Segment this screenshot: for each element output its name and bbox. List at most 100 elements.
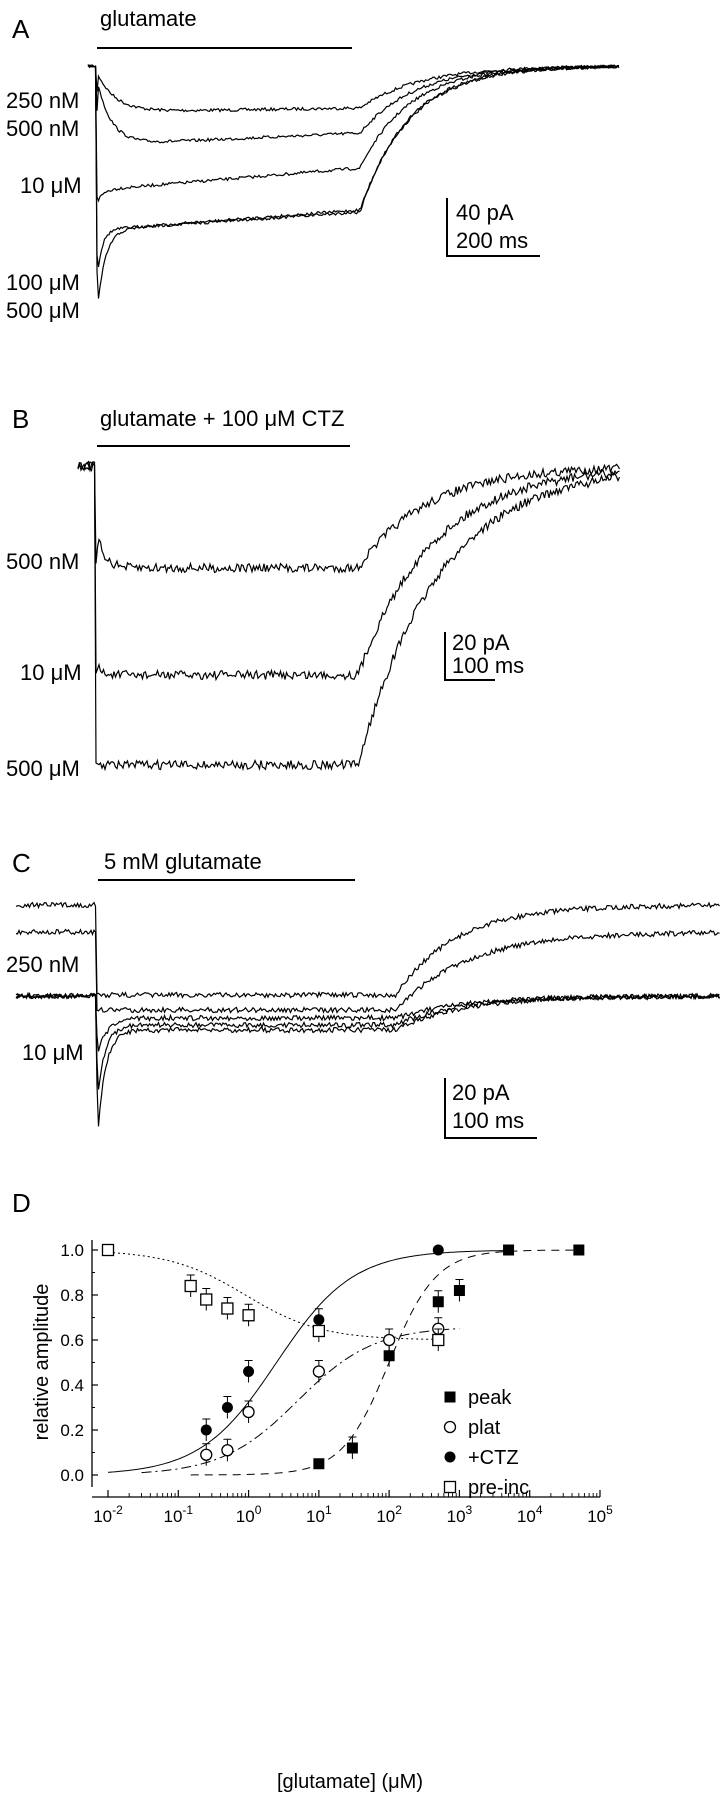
point-peak-0 bbox=[313, 1458, 325, 1470]
panel-d-axes bbox=[91, 1240, 601, 1498]
point-pre-inc-2 bbox=[200, 1293, 213, 1306]
panel-c-trace-3 bbox=[15, 992, 720, 1090]
panel-c-trace-2 bbox=[15, 991, 721, 1052]
panel-d-fit-curves bbox=[107, 1249, 579, 1476]
panel-b-bar-label: glutamate + 100 μM CTZ bbox=[100, 406, 344, 431]
panel-a-bar-label: glutamate bbox=[100, 6, 197, 31]
fit-curve-3 bbox=[107, 1251, 439, 1340]
point-pre-inc-0 bbox=[101, 1243, 115, 1257]
legend-marker-pre-inc bbox=[443, 1480, 457, 1494]
panel-a-conc-3: 100 μM bbox=[6, 270, 80, 295]
y-tick-label: 1.0 bbox=[60, 1241, 84, 1260]
x-axis-label: [glutamate] (μM) bbox=[277, 1771, 423, 1793]
panel-a-conc-0: 250 nM bbox=[6, 88, 79, 113]
point-pre-inc-5 bbox=[312, 1324, 326, 1338]
panel-c-trace-4 bbox=[15, 992, 720, 1127]
panel-a-scale-time: 200 ms bbox=[456, 228, 528, 253]
legend-marker-plat bbox=[443, 1420, 457, 1434]
panel-b-scale-bar bbox=[444, 632, 495, 681]
point-plat-1 bbox=[221, 1444, 234, 1457]
panel-a-label: A bbox=[12, 14, 30, 44]
panel-c-bar-label: 5 mM glutamate bbox=[104, 849, 262, 874]
legend-marker-CTZ bbox=[444, 1451, 456, 1463]
panel-b-conc-2: 500 μM bbox=[6, 756, 80, 781]
panel-d-x-tick-labels: 10-2 10-1 100 101 102 103 104 105 bbox=[93, 1503, 613, 1526]
point-CTZ-0 bbox=[200, 1424, 212, 1436]
point-CTZ-1 bbox=[221, 1402, 233, 1413]
fit-curve-1 bbox=[141, 1328, 460, 1474]
fit-curve-0 bbox=[107, 1250, 509, 1473]
point-plat-3 bbox=[312, 1365, 326, 1378]
x-tick-label: 102 bbox=[376, 1503, 402, 1526]
panel-b-trace-1 bbox=[77, 460, 620, 682]
panel-a-conc-4: 500 μM bbox=[6, 298, 80, 323]
legend-label-plat: plat bbox=[468, 1417, 501, 1439]
point-CTZ-4 bbox=[432, 1244, 444, 1256]
panel-c-label: C bbox=[12, 848, 31, 878]
point-CTZ-2 bbox=[243, 1366, 255, 1377]
x-tick-label: 10-2 bbox=[93, 1503, 123, 1526]
point-peak-1 bbox=[346, 1442, 358, 1454]
legend-marker-peak bbox=[444, 1391, 456, 1403]
point-peak-4 bbox=[453, 1285, 465, 1296]
panel-a-conc-1: 500 nM bbox=[6, 116, 79, 141]
point-peak-5 bbox=[503, 1244, 515, 1256]
panel-c-scale-time: 100 ms bbox=[452, 1108, 524, 1133]
legend-label-pre-inc: pre-inc bbox=[468, 1477, 529, 1499]
point-peak-2 bbox=[383, 1350, 395, 1362]
panel-c-conc-1: 10 μM bbox=[22, 1040, 84, 1065]
panel-b-label: B bbox=[12, 404, 29, 434]
y-tick-label: 0.0 bbox=[60, 1466, 84, 1485]
point-plat-0 bbox=[200, 1448, 213, 1461]
panel-a-conc-2: 10 μM bbox=[20, 173, 82, 198]
fit-curve-2 bbox=[190, 1249, 579, 1476]
y-axis-label: relative amplitude bbox=[31, 1284, 53, 1441]
point-pre-inc-4 bbox=[242, 1309, 255, 1322]
panel-b-trace-2 bbox=[77, 461, 621, 772]
panel-c-trace-0 bbox=[15, 901, 720, 999]
panel-b-scale-current: 20 pA bbox=[452, 630, 510, 655]
panel-c-scale-current: 20 pA bbox=[452, 1080, 510, 1105]
point-plat-2 bbox=[242, 1405, 255, 1419]
panel-a-scale-bar bbox=[446, 198, 540, 257]
x-tick-label: 104 bbox=[517, 1503, 543, 1526]
y-tick-label: 0.2 bbox=[60, 1421, 84, 1440]
panel-b-traces bbox=[77, 460, 621, 772]
x-tick-label: 10-1 bbox=[163, 1503, 193, 1526]
point-peak-3 bbox=[432, 1296, 444, 1308]
panel-c-traces bbox=[15, 901, 721, 1127]
point-pre-inc-1 bbox=[184, 1279, 197, 1293]
legend-label-peak: peak bbox=[468, 1387, 512, 1409]
panel-d-y-tick-labels: 0.0 0.2 0.4 0.6 0.8 1.0 bbox=[60, 1241, 84, 1485]
x-tick-label: 101 bbox=[306, 1503, 332, 1526]
panel-b-trace-0 bbox=[77, 461, 621, 575]
panel-a-traces bbox=[87, 64, 620, 299]
panel-c-trace-1 bbox=[15, 928, 720, 1014]
x-tick-label: 105 bbox=[587, 1503, 613, 1526]
panel-c-scale-bar bbox=[444, 1078, 537, 1139]
point-pre-inc-6 bbox=[432, 1333, 445, 1347]
y-tick-label: 0.4 bbox=[60, 1376, 84, 1395]
y-tick-label: 0.6 bbox=[60, 1331, 84, 1350]
panel-b-scale-time: 100 ms bbox=[452, 653, 524, 678]
y-tick-label: 0.8 bbox=[60, 1286, 84, 1305]
panel-b-conc-0: 500 nM bbox=[6, 549, 79, 574]
panel-a-scale-current: 40 pA bbox=[456, 200, 514, 225]
panel-a-trace-2 bbox=[87, 64, 620, 203]
panel-a-trace-4 bbox=[88, 64, 620, 299]
panel-a-trace-1 bbox=[87, 64, 620, 144]
legend-label-ctz: +CTZ bbox=[468, 1447, 519, 1469]
panel-c-conc-0: 250 nM bbox=[6, 952, 79, 977]
panel-d-label: D bbox=[12, 1188, 31, 1218]
panel-d-data-points bbox=[101, 1243, 585, 1470]
point-peak-6 bbox=[573, 1244, 585, 1256]
point-plat-4 bbox=[382, 1333, 396, 1347]
x-tick-label: 100 bbox=[236, 1503, 262, 1526]
panel-a-trace-3 bbox=[87, 64, 620, 267]
panel-a-trace-0 bbox=[87, 64, 620, 113]
point-pre-inc-3 bbox=[221, 1302, 234, 1315]
panel-b-conc-1: 10 μM bbox=[20, 660, 82, 685]
x-tick-label: 103 bbox=[447, 1503, 473, 1526]
panel-d-plot: 0.0 0.2 0.4 0.6 0.8 1.0 10-2 10-1 100 101 10… bbox=[31, 1240, 613, 1793]
